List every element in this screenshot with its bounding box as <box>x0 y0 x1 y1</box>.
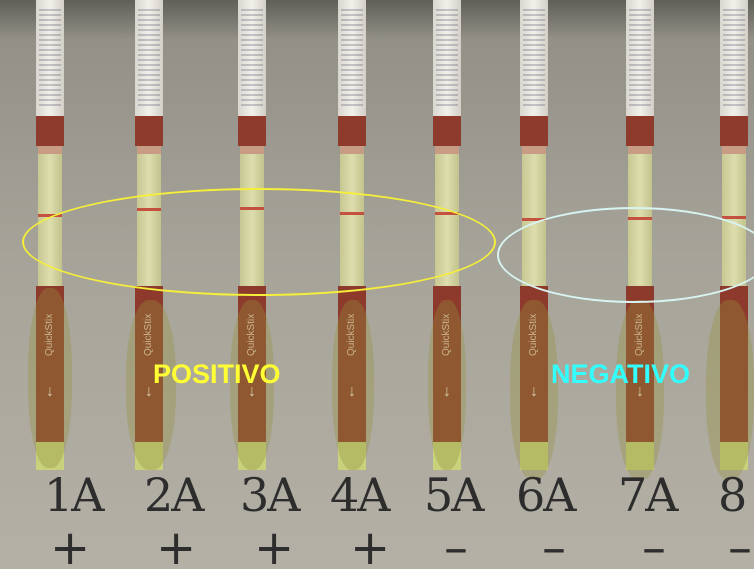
result-sign: – <box>542 520 566 569</box>
result-sign: – <box>642 520 666 569</box>
arrow-down-icon: ↓ <box>348 383 356 400</box>
strip-top-label <box>720 0 748 116</box>
strip-red-band <box>135 116 163 146</box>
strip-pad <box>522 146 546 154</box>
strip-top-label <box>135 0 163 116</box>
sample-smudge <box>428 300 466 470</box>
strip-top-label <box>36 0 64 116</box>
strip-pad <box>435 146 459 154</box>
strip-red-band <box>520 116 548 146</box>
strip-top-print <box>241 6 263 106</box>
sample-smudge <box>126 300 176 470</box>
strip-top-print <box>629 6 651 106</box>
strip-tip <box>433 442 461 470</box>
strip-top-print <box>436 6 458 106</box>
strip-label-2a: 2A <box>144 468 204 522</box>
strip-pad <box>722 146 746 154</box>
strip-label-5a: 5A <box>424 468 484 522</box>
strip-pad <box>628 146 652 154</box>
strip-pad <box>340 146 364 154</box>
positive-label: POSITIVO <box>153 359 281 389</box>
sample-smudge <box>230 300 274 470</box>
strip-label-4a: 4A <box>330 468 390 522</box>
strip-handle <box>626 286 654 442</box>
strip-red-band <box>36 116 64 146</box>
strip-top-print <box>523 6 545 106</box>
strip-pad <box>137 146 161 154</box>
test-line <box>722 216 746 219</box>
strip-top-print <box>723 6 745 106</box>
arrow-down-icon: ↓ <box>248 383 256 400</box>
arrow-down-icon: ↓ <box>636 383 644 400</box>
test-strip-8 <box>720 0 748 478</box>
strip-tip <box>36 442 64 470</box>
strip-tip <box>238 442 266 470</box>
strip-handle <box>238 286 266 442</box>
strip-tip <box>338 442 366 470</box>
arrow-down-icon: ↓ <box>530 383 538 400</box>
test-line <box>522 218 546 221</box>
strip-tip <box>135 442 163 470</box>
strip-handle <box>338 286 366 442</box>
strip-tip <box>720 442 748 470</box>
strip-label-6a: 6A <box>516 468 576 522</box>
strip-label-8: 8 <box>718 468 747 522</box>
strip-handle <box>135 286 163 442</box>
result-sign: + <box>254 520 295 569</box>
sample-smudge <box>510 300 558 480</box>
result-sign: + <box>156 520 197 569</box>
strip-top-label <box>238 0 266 116</box>
strip-top-print <box>39 6 61 106</box>
strip-top-label <box>338 0 366 116</box>
strip-top-label <box>433 0 461 116</box>
strip-red-band <box>238 116 266 146</box>
strip-top-print <box>138 6 160 106</box>
result-sign: + <box>350 520 391 569</box>
strip-label-7a: 7A <box>618 468 678 522</box>
negative-label: NEGATIVO <box>551 359 691 389</box>
positive-oval <box>22 188 496 296</box>
result-sign: – <box>444 520 468 569</box>
strip-tip <box>626 442 654 470</box>
result-sign: + <box>50 520 91 569</box>
strip-red-band <box>626 116 654 146</box>
strip-top-label <box>626 0 654 116</box>
sample-smudge <box>28 288 72 468</box>
sample-smudge <box>616 300 664 480</box>
arrow-down-icon: ↓ <box>46 383 54 400</box>
strip-top-print <box>341 6 363 106</box>
arrow-down-icon: ↓ <box>443 383 451 400</box>
arrow-down-icon: ↓ <box>145 383 153 400</box>
strip-pad <box>38 146 62 154</box>
strip-red-band <box>433 116 461 146</box>
strip-pad <box>240 146 264 154</box>
sample-smudge <box>706 300 754 480</box>
strip-handle <box>720 286 748 442</box>
result-sign: – <box>728 520 752 569</box>
strip-handle <box>520 286 548 442</box>
negative-oval <box>497 207 754 303</box>
strip-top-label <box>520 0 548 116</box>
test-strip-6a: QuickStix ↓ <box>520 0 548 478</box>
strip-red-band <box>720 116 748 146</box>
strip-label-1a: 1A <box>44 468 104 522</box>
strip-red-band <box>338 116 366 146</box>
strip-handle <box>433 286 461 442</box>
strip-handle <box>36 286 64 442</box>
strip-tip <box>520 442 548 470</box>
strip-label-3a: 3A <box>240 468 300 522</box>
sample-smudge <box>332 300 374 470</box>
